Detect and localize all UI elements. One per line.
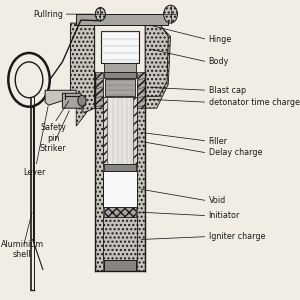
Bar	[103, 217, 137, 260]
Text: Igniter charge: Igniter charge	[208, 232, 265, 241]
Circle shape	[95, 8, 105, 21]
Text: Delay charge: Delay charge	[208, 148, 262, 158]
Bar	[103, 97, 137, 165]
Bar	[101, 31, 139, 63]
Text: Filler: Filler	[208, 136, 228, 146]
Text: Lever: Lever	[24, 168, 46, 177]
Polygon shape	[145, 23, 168, 96]
Text: Striker: Striker	[40, 144, 67, 153]
Polygon shape	[76, 25, 94, 126]
Circle shape	[164, 5, 178, 23]
Text: detonator time charge: detonator time charge	[208, 98, 300, 107]
Circle shape	[15, 62, 43, 98]
Text: Blast cap: Blast cap	[208, 86, 246, 95]
Bar	[76, 14, 168, 25]
Bar	[105, 79, 135, 96]
Polygon shape	[62, 93, 86, 108]
Bar	[94, 81, 103, 271]
Bar	[103, 171, 137, 207]
Bar	[104, 164, 136, 171]
Bar	[94, 72, 103, 108]
Bar	[137, 81, 145, 271]
Text: Void: Void	[208, 196, 226, 205]
Bar	[104, 207, 136, 217]
Text: Body: Body	[208, 57, 229, 66]
Text: Hinge: Hinge	[208, 35, 232, 44]
Polygon shape	[45, 90, 76, 105]
Bar	[104, 260, 136, 271]
Text: Safety
pin: Safety pin	[40, 123, 66, 142]
Bar	[104, 72, 136, 78]
Bar	[107, 98, 133, 164]
Text: Initiator: Initiator	[208, 211, 240, 220]
Bar	[137, 72, 145, 108]
Polygon shape	[145, 25, 171, 108]
Polygon shape	[70, 23, 94, 113]
Circle shape	[78, 95, 86, 106]
Text: Aluminium
shell: Aluminium shell	[1, 240, 44, 259]
Text: Pullring: Pullring	[34, 10, 64, 19]
Bar	[104, 63, 136, 72]
